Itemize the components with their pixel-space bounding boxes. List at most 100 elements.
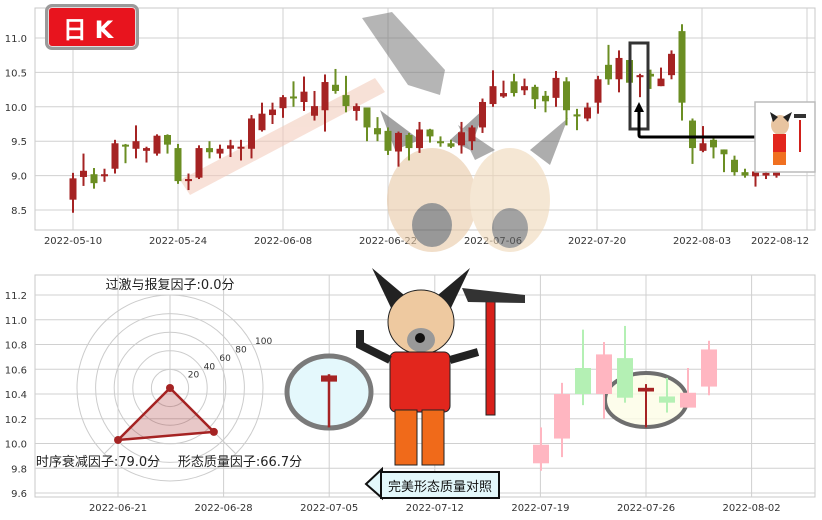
- candle-body: [596, 354, 612, 394]
- x-tick-label: 2022-07-26: [617, 503, 675, 514]
- pointer-arrow: [637, 110, 757, 139]
- candle-body: [489, 86, 497, 105]
- candle-body: [374, 128, 381, 135]
- candle-body: [657, 78, 665, 87]
- candle-body: [405, 135, 413, 149]
- x-tick-label: 2022-08-02: [723, 503, 781, 514]
- candle-body: [342, 95, 350, 107]
- x-tick-label: 2022-05-24: [149, 236, 207, 247]
- candle-body: [437, 141, 444, 144]
- candle-body: [554, 394, 570, 439]
- candle-body: [416, 129, 423, 149]
- candle-body: [216, 148, 224, 154]
- candle-body: [605, 64, 612, 80]
- radar-axis-label: 形态质量因子:66.7分: [178, 455, 302, 470]
- y-tick-label: 9.8: [11, 464, 27, 475]
- candle-body: [153, 135, 161, 154]
- candle-body: [741, 172, 749, 176]
- y-tick-label: 10.2: [5, 415, 27, 426]
- candle-body: [636, 75, 644, 78]
- candle-body: [248, 118, 255, 149]
- candle-body: [533, 444, 549, 464]
- candle-body: [720, 149, 728, 155]
- candle-body: [710, 139, 717, 148]
- candle-body: [258, 113, 266, 131]
- candle-body: [395, 132, 402, 152]
- candle-body: [615, 57, 623, 80]
- candle-body: [731, 159, 738, 173]
- x-tick-label: 2022-06-08: [254, 236, 312, 247]
- candle-body: [311, 106, 318, 116]
- candle-body: [206, 148, 213, 153]
- candle-body: [279, 97, 287, 109]
- candle-body: [80, 170, 87, 177]
- candle-body: [300, 91, 308, 102]
- candle-body: [689, 120, 696, 149]
- candle-body: [290, 96, 297, 99]
- daily-k-badge: 日K: [45, 4, 139, 50]
- candle-body: [269, 109, 276, 116]
- reference-candle: [321, 374, 337, 428]
- candle-body: [521, 86, 528, 91]
- radar-axis-label: 时序衰减因子:79.0分: [36, 454, 160, 470]
- candle-body: [468, 127, 476, 142]
- candle-body: [447, 143, 455, 147]
- candle-body: [594, 79, 602, 103]
- y-tick-label: 10.5: [5, 68, 27, 79]
- mascot-thumbnail[interactable]: [754, 101, 816, 173]
- candle-body: [647, 73, 654, 77]
- candle-body: [426, 129, 434, 137]
- radar-point: [114, 435, 123, 444]
- candle-body: [500, 93, 507, 97]
- candle-body: [90, 174, 98, 184]
- candle-body: [617, 358, 633, 398]
- daily-k-chart: 11.0 10.5 10.0 9.5 9.0 8.5 2022-05-10 2022-05-2…: [5, 7, 816, 252]
- candle-body: [762, 172, 770, 176]
- x-tick-label: 2022-08-03: [673, 236, 731, 247]
- y-tick-label: 9.5: [11, 137, 27, 148]
- candle-body: [384, 130, 392, 151]
- candle-body: [638, 387, 654, 392]
- candle-body: [699, 143, 707, 151]
- x-tick-label: 2022-07-05: [300, 503, 358, 514]
- x-tick-label: 2022-06-22: [359, 236, 417, 247]
- candle-body: [237, 146, 245, 149]
- candle-body: [575, 368, 591, 394]
- x-tick-label: 2022-07-20: [568, 236, 626, 247]
- candle-body: [227, 145, 234, 149]
- x-tick-label: 2022-07-12: [406, 503, 464, 514]
- radar-ring-label: 60: [219, 354, 231, 364]
- y-tick-label: 11.0: [5, 316, 27, 327]
- y-tick-label: 8.5: [11, 206, 27, 217]
- candle-body: [680, 392, 696, 408]
- pattern-comparison-chart: 11.2 11.0 10.8 10.6 10.4 10.2 10.0 9.8 9.6 2022-0…: [5, 268, 816, 514]
- compare-label: 完美形态质量对照: [380, 471, 501, 499]
- candle-body: [510, 81, 518, 94]
- candle-body: [678, 31, 686, 103]
- x-tick-label: 2022-06-21: [89, 503, 147, 514]
- candle-body: [563, 81, 570, 111]
- radar-ring-label: 20: [188, 371, 200, 381]
- radar-point: [166, 384, 174, 392]
- candle-body: [321, 82, 329, 111]
- candle-body: [122, 144, 129, 147]
- candle-body: [174, 148, 182, 182]
- radar-area: [114, 386, 217, 442]
- candle-body: [542, 95, 549, 102]
- candle-body: [353, 106, 360, 111]
- y-tick-label: 10.0: [5, 440, 27, 451]
- y-tick-label: 9.0: [11, 172, 27, 183]
- candle-body: [668, 53, 675, 76]
- y-tick-label: 10.6: [5, 365, 27, 376]
- candle-body: [363, 107, 371, 128]
- bottom-candles: [533, 325, 717, 471]
- candle-body: [185, 179, 192, 182]
- candle-body: [458, 132, 465, 146]
- candle-body: [195, 148, 203, 178]
- candle-body: [752, 171, 759, 177]
- candle-body: [531, 86, 539, 100]
- candle-body: [143, 148, 150, 151]
- hammer-watermark-icon: [180, 12, 445, 195]
